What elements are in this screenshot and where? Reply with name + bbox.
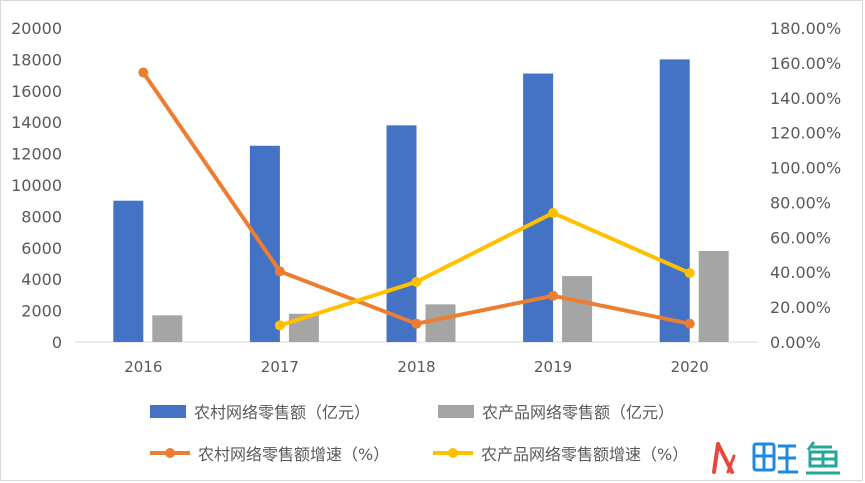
right-tick-label: 20.00% — [770, 298, 831, 317]
left-tick-label: 20000 — [11, 19, 62, 38]
point-rural-growth — [138, 67, 149, 78]
left-tick-label: 12000 — [11, 145, 62, 164]
category-label: 2017 — [261, 358, 299, 376]
category-label: 2020 — [671, 358, 709, 376]
bar-agri — [152, 315, 183, 342]
bar-rural — [659, 59, 690, 343]
left-tick-label: 0 — [52, 333, 62, 352]
point-rural-growth — [548, 290, 559, 301]
point-rural-growth — [411, 318, 422, 329]
point-agri-growth — [411, 276, 422, 287]
legend-line-rural: 农村网络零售额增速（%） — [150, 441, 389, 465]
left-tick-label: 2000 — [21, 302, 62, 321]
right-tick-label: 140.00% — [770, 89, 841, 108]
left-tick-label: 18000 — [11, 50, 62, 69]
right-tick-label: 100.00% — [770, 159, 841, 178]
left-tick-label: 8000 — [21, 207, 62, 226]
legend-label-agri-growth: 农产品网络零售额增速（%） — [481, 445, 689, 464]
legend-label-rural-growth: 农村网络零售额增速（%） — [198, 445, 390, 464]
legend-bar-agri: 农产品网络零售额（亿元） — [438, 399, 674, 423]
legend-swatch-orange — [150, 446, 190, 460]
right-tick-label: 40.00% — [770, 263, 831, 282]
point-agri-growth — [274, 320, 285, 331]
right-tick-label: 60.00% — [770, 228, 831, 247]
right-tick-label: 80.00% — [770, 193, 831, 212]
point-rural-growth — [274, 266, 285, 277]
category-label: 2019 — [534, 358, 572, 376]
left-tick-label: 4000 — [21, 270, 62, 289]
left-tick-label: 10000 — [11, 176, 62, 195]
category-label: 2016 — [124, 358, 162, 376]
bar-rural — [113, 200, 144, 342]
legend-label-rural: 农村网络零售额（亿元） — [194, 403, 371, 422]
legend-swatch-gray — [438, 404, 474, 418]
legend-swatch-yellow — [433, 446, 473, 460]
bar-agri — [425, 304, 456, 342]
bar-rural — [249, 145, 280, 342]
category-label: 2018 — [397, 358, 435, 376]
left-tick-label: 14000 — [11, 113, 62, 132]
bar-agri — [562, 276, 593, 342]
left-tick-label: 16000 — [11, 82, 62, 101]
left-tick-label: 6000 — [21, 239, 62, 258]
bar-agri — [698, 250, 729, 342]
right-tick-label: 0.00% — [770, 333, 821, 352]
legend-swatch-blue — [150, 404, 186, 418]
point-rural-growth — [684, 318, 695, 329]
watermark-logo — [712, 441, 840, 475]
bar-rural — [386, 125, 417, 342]
right-tick-label: 120.00% — [770, 124, 841, 143]
point-agri-growth — [684, 268, 695, 279]
point-agri-growth — [548, 207, 559, 218]
line-agri-growth — [279, 210, 691, 328]
right-tick-label: 180.00% — [770, 19, 841, 38]
legend-line-agri: 农产品网络零售额增速（%） — [433, 441, 688, 465]
legend-label-agri: 农产品网络零售额（亿元） — [482, 403, 675, 422]
legend-bar-rural: 农村网络零售额（亿元） — [150, 399, 370, 423]
right-tick-label: 160.00% — [770, 54, 841, 73]
